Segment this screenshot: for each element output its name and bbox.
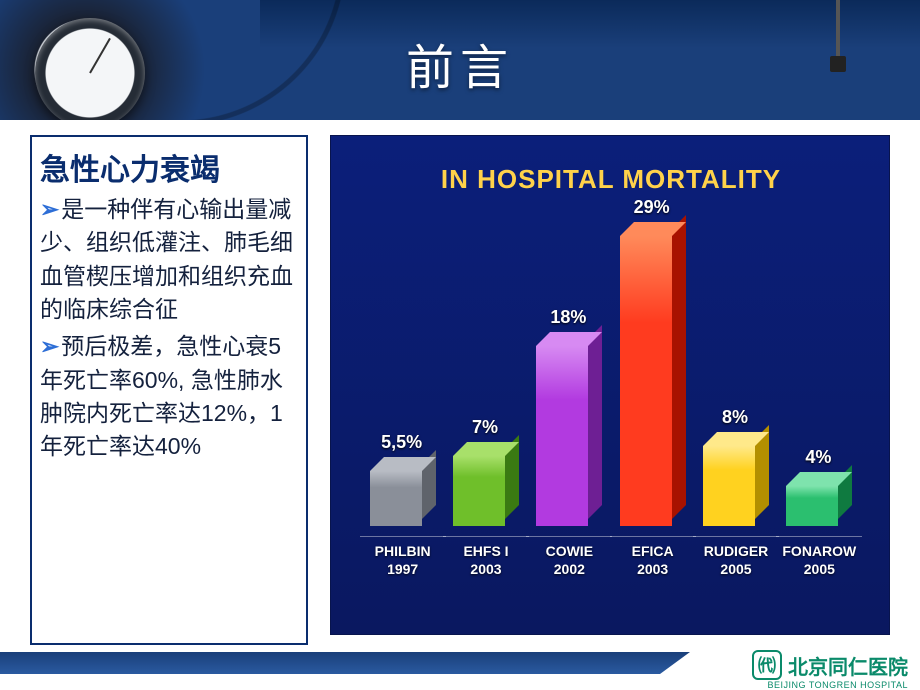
bar-value-label: 5,5% xyxy=(362,432,442,453)
bar-x-year: 2005 xyxy=(804,561,835,577)
bullet-1-text: 是一种伴有心输出量减少、组织低灌注、肺毛细血管楔压增加和组织充血的临床综合征 xyxy=(40,196,293,322)
bullet-2: ➢预后极差，急性心衰5年死亡率60%, 急性肺水肿院内死亡率达12%，1年死亡率… xyxy=(40,330,298,463)
chart-x-label: COWIE 2002 xyxy=(526,536,612,578)
bar-x-name: PHILBIN xyxy=(375,543,431,559)
bar-value-label: 4% xyxy=(778,447,858,468)
chart-x-label: RUDIGER 2005 xyxy=(693,536,779,578)
panel-heading: 急性心力衰竭 xyxy=(40,145,298,189)
hospital-name-en: BEIJING TONGREN HOSPITAL xyxy=(767,680,908,690)
bar-x-name: COWIE xyxy=(546,543,593,559)
bar-x-name: EFICA xyxy=(632,543,674,559)
bar-value-label: 29% xyxy=(612,197,692,218)
bar-side xyxy=(672,215,686,519)
slide-title: 前言 xyxy=(0,28,920,98)
bar-x-year: 2002 xyxy=(554,561,585,577)
bullet-2-text: 预后极差，急性心衰5年死亡率60%, 急性肺水肿院内死亡率达12%，1年死亡率达… xyxy=(40,333,283,459)
bar-side xyxy=(588,325,602,519)
bar-value-label: 7% xyxy=(445,417,525,438)
hospital-name-cn: 北京同仁医院 xyxy=(788,651,908,680)
bar-front xyxy=(786,486,838,526)
bar-x-name: RUDIGER xyxy=(704,543,769,559)
bar-x-year: 2005 xyxy=(720,561,751,577)
chart-x-label: FONAROW 2005 xyxy=(776,536,862,578)
hospital-logo: ㈹ 北京同仁医院 BEIJING TONGREN HOSPITAL xyxy=(752,648,908,682)
bullet-marker-icon: ➢ xyxy=(40,196,59,222)
chart-title: IN HOSPITAL MORTALITY xyxy=(331,164,891,195)
bar-x-year: 1997 xyxy=(387,561,418,577)
bar-front xyxy=(370,471,422,526)
bar-value-label: 8% xyxy=(695,407,775,428)
bullet-1: ➢是一种伴有心输出量减少、组织低灌注、肺毛细血管楔压增加和组织充血的临床综合征 xyxy=(40,193,298,326)
bar-front xyxy=(703,446,755,526)
bar-x-year: 2003 xyxy=(470,561,501,577)
bar-front xyxy=(536,346,588,526)
chart-x-label: EHFS I 2003 xyxy=(443,536,529,578)
bullet-marker-icon: ➢ xyxy=(40,333,59,359)
chart-x-label: EFICA 2003 xyxy=(610,536,696,578)
bar-x-name: FONAROW xyxy=(782,543,856,559)
chart-plot-area: 5,5%7%18%29%8%4% xyxy=(361,226,861,526)
bar-value-label: 18% xyxy=(528,307,608,328)
bar-front xyxy=(453,456,505,526)
chart-panel: IN HOSPITAL MORTALITY 5,5%7% 18% 29% 8%4% P… xyxy=(330,135,890,635)
bar-x-year: 2003 xyxy=(637,561,668,577)
chart-x-label: PHILBIN 1997 xyxy=(360,536,446,578)
bar-x-name: EHFS I xyxy=(463,543,508,559)
bar-front xyxy=(620,236,672,526)
text-panel: 急性心力衰竭 ➢是一种伴有心输出量减少、组织低灌注、肺毛细血管楔压增加和组织充血… xyxy=(30,135,308,645)
slide-root: 前言 急性心力衰竭 ➢是一种伴有心输出量减少、组织低灌注、肺毛细血管楔压增加和组… xyxy=(0,0,920,690)
hospital-badge-icon: ㈹ xyxy=(752,650,782,680)
slide-header: 前言 xyxy=(0,0,920,120)
